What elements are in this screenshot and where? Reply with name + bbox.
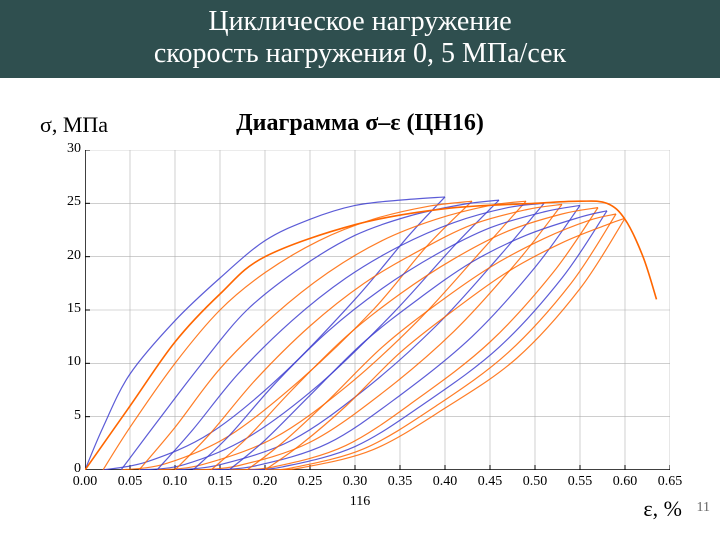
slide-header: Циклическое нагружение скорость нагружен… [0,0,720,78]
header-line-2: скорость нагружения 0, 5 МПа/сек [0,38,720,70]
y-tick-label: 30 [53,141,81,157]
y-tick-label: 20 [53,248,81,264]
slide-number: 11 [697,500,710,516]
x-tick-label: 0.10 [160,474,190,490]
x-tick-label: 0.45 [475,474,505,490]
x-axis-label: ε, % [643,496,682,522]
x-tick-label: 0.15 [205,474,235,490]
y-tick-label: 10 [53,354,81,370]
stress-strain-chart [85,150,670,470]
y-tick-label: 0 [53,461,81,477]
page-number: 116 [350,494,370,510]
x-tick-label: 0.65 [655,474,685,490]
x-tick-label: 0.05 [115,474,145,490]
x-tick-label: 0.35 [385,474,415,490]
y-tick-label: 15 [53,301,81,317]
y-tick-label: 5 [53,408,81,424]
x-tick-label: 0.55 [565,474,595,490]
y-tick-label: 25 [53,194,81,210]
x-tick-label: 0.20 [250,474,280,490]
x-tick-label: 0.30 [340,474,370,490]
x-tick-label: 0.50 [520,474,550,490]
header-line-1: Циклическое нагружение [0,6,720,38]
x-tick-label: 0.25 [295,474,325,490]
y-axis-label: σ, МПа [40,112,108,138]
x-tick-label: 0.60 [610,474,640,490]
x-tick-label: 0.40 [430,474,460,490]
